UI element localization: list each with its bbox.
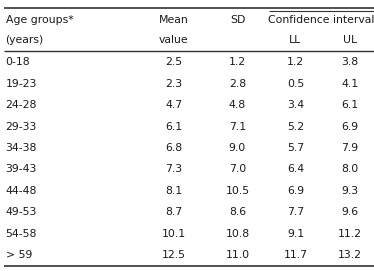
Text: 13.2: 13.2 [338,250,362,260]
Text: 5.7: 5.7 [287,143,304,153]
Text: LL: LL [289,35,301,45]
Text: 34-38: 34-38 [6,143,37,153]
Text: SD: SD [230,15,245,25]
Text: 9.3: 9.3 [341,186,358,196]
Text: 12.5: 12.5 [162,250,186,260]
Text: 11.0: 11.0 [226,250,249,260]
Text: 29-33: 29-33 [6,122,37,131]
Text: 0.5: 0.5 [287,79,304,89]
Text: 9.6: 9.6 [341,207,358,217]
Text: 6.4: 6.4 [287,164,304,175]
Text: 9.0: 9.0 [229,143,246,153]
Text: 6.8: 6.8 [165,143,183,153]
Text: 6.1: 6.1 [341,100,358,110]
Text: 44-48: 44-48 [6,186,37,196]
Text: 6.1: 6.1 [165,122,183,131]
Text: 7.1: 7.1 [229,122,246,131]
Text: > 59: > 59 [6,250,32,260]
Text: 8.7: 8.7 [165,207,183,217]
Text: 2.3: 2.3 [165,79,183,89]
Text: 54-58: 54-58 [6,229,37,239]
Text: Age groups*: Age groups* [6,15,73,25]
Text: 3.4: 3.4 [287,100,304,110]
Text: 4.8: 4.8 [229,100,246,110]
Text: 49-53: 49-53 [6,207,37,217]
Text: 7.3: 7.3 [165,164,183,175]
Text: Confidence interval: Confidence interval [269,15,374,25]
Text: 6.9: 6.9 [341,122,358,131]
Text: 2.5: 2.5 [165,57,183,67]
Text: (years): (years) [6,35,44,45]
Text: 1.2: 1.2 [287,57,304,67]
Text: 4.1: 4.1 [341,79,358,89]
Text: 1.2: 1.2 [229,57,246,67]
Text: 5.2: 5.2 [287,122,304,131]
Text: Mean: Mean [159,15,189,25]
Text: 10.5: 10.5 [226,186,249,196]
Text: 11.7: 11.7 [283,250,307,260]
Text: 2.8: 2.8 [229,79,246,89]
Text: 10.8: 10.8 [226,229,249,239]
Text: 9.1: 9.1 [287,229,304,239]
Text: 4.7: 4.7 [165,100,183,110]
Text: value: value [159,35,189,45]
Text: 11.2: 11.2 [338,229,362,239]
Text: 8.6: 8.6 [229,207,246,217]
Text: 8.0: 8.0 [341,164,358,175]
Text: 6.9: 6.9 [287,186,304,196]
Text: 8.1: 8.1 [165,186,183,196]
Text: 3.8: 3.8 [341,57,358,67]
Text: 10.1: 10.1 [162,229,186,239]
Text: 0-18: 0-18 [6,57,30,67]
Text: 7.7: 7.7 [287,207,304,217]
Text: 39-43: 39-43 [6,164,37,175]
Text: UL: UL [343,35,357,45]
Text: 7.9: 7.9 [341,143,358,153]
Text: 7.0: 7.0 [229,164,246,175]
Text: 19-23: 19-23 [6,79,37,89]
Text: 24-28: 24-28 [6,100,37,110]
